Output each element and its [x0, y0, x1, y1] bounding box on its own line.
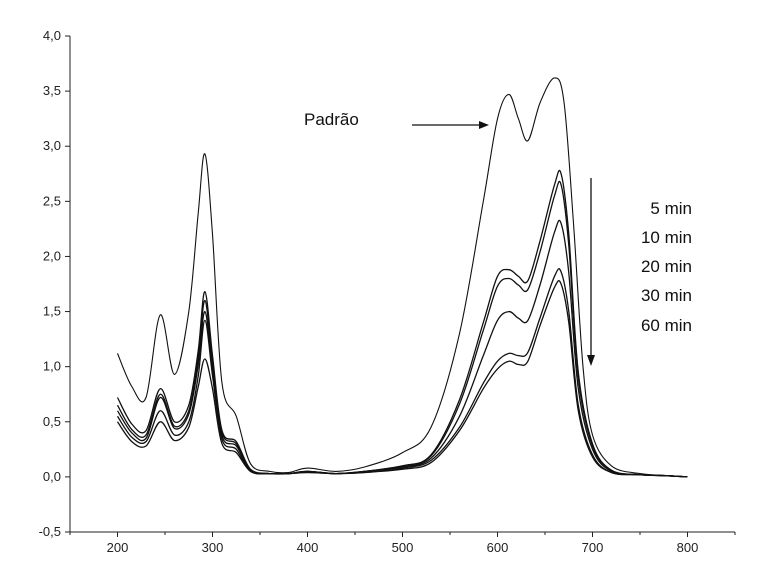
x-tick-label: 300: [202, 540, 224, 555]
time-label-10min: 10 min: [641, 228, 692, 247]
trend-arrowhead: [587, 355, 595, 366]
series-line-10-min: [116, 180, 688, 478]
x-tick-label: 800: [677, 540, 699, 555]
series-line-60-min: [116, 280, 688, 478]
x-tick-label: 500: [392, 540, 414, 555]
series-layer: [116, 77, 688, 478]
y-tick-label: 2,0: [43, 248, 61, 263]
x-tick-label: 700: [582, 540, 604, 555]
y-tick-label: 2,5: [43, 193, 61, 208]
series-line-20-min: [116, 219, 688, 478]
x-ticks: 200 300 400 500 600 700 800: [69, 532, 736, 555]
y-tick-label: 3,0: [43, 138, 61, 153]
y-tick-label: 1,5: [43, 304, 61, 319]
x-tick-label: 600: [487, 540, 509, 555]
y-tick-label: 1,0: [43, 359, 61, 374]
y-tick-label: 3,5: [43, 83, 61, 98]
standard-label: Padrão: [304, 110, 359, 129]
annotations: Padrão 5 min 10 min 20 min 30 min 60 min: [304, 110, 692, 366]
y-tick-label: 4,0: [43, 28, 61, 43]
series-line-padrão: [116, 77, 688, 478]
time-label-60min: 60 min: [641, 316, 692, 335]
x-tick-label: 400: [297, 540, 319, 555]
time-label-5min: 5 min: [650, 199, 692, 218]
chart-axes: -0,5 0,0 0,5 1,0 1,5 2,0 2,5 3,0 3,5 4,0 200 300 40…: [39, 28, 736, 555]
standard-pointer-arrowhead: [479, 121, 489, 129]
time-label-30min: 30 min: [641, 286, 692, 305]
y-tick-label: 0,0: [43, 469, 61, 484]
y-ticks: -0,5 0,0 0,5 1,0 1,5 2,0 2,5 3,0 3,5 4,0: [39, 28, 70, 539]
y-tick-label: -0,5: [39, 524, 61, 539]
series-line-30-min: [116, 268, 688, 478]
time-label-20min: 20 min: [641, 257, 692, 276]
y-tick-label: 0,5: [43, 414, 61, 429]
x-tick-label: 200: [107, 540, 129, 555]
